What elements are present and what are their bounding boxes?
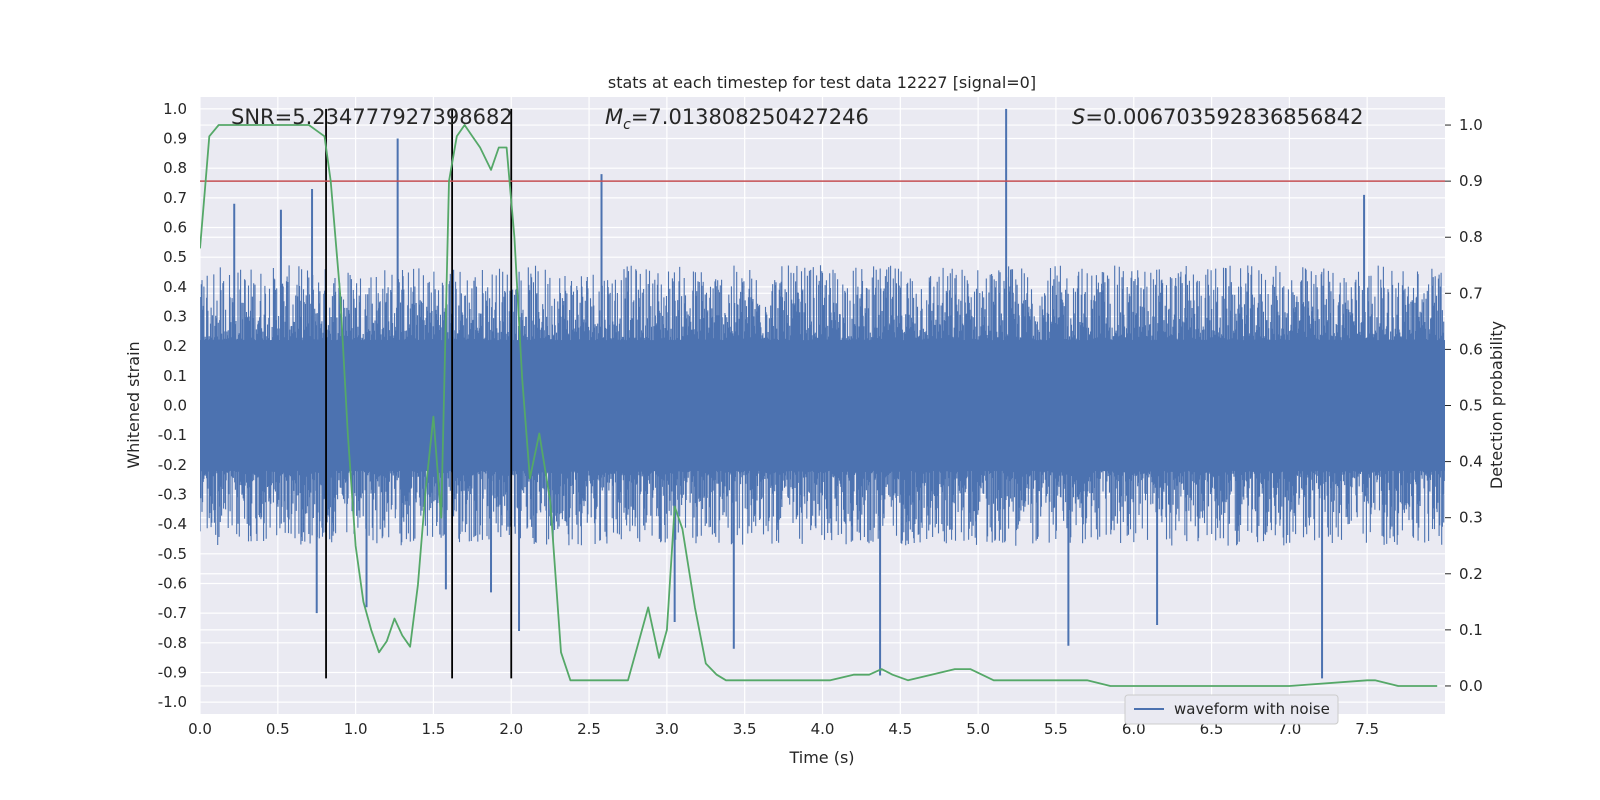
y-tick-label: -0.2 <box>158 456 187 474</box>
y-tick-label: 0.6 <box>163 219 187 237</box>
y-tick-label: 0.5 <box>163 248 187 266</box>
x-tick-label: 3.0 <box>655 720 679 738</box>
y2-axis-label: Detection probability <box>1487 321 1506 489</box>
x-tick-label: 4.0 <box>811 720 835 738</box>
y-tick-label: 1.0 <box>163 100 187 118</box>
waveform-series <box>200 108 1445 679</box>
y-axis-label: Whitened strain <box>124 341 143 468</box>
y-tick-label: -0.5 <box>158 545 187 563</box>
detection-probability-line <box>200 124 1438 687</box>
waveform-core <box>200 340 1445 471</box>
x-tick-label: 1.5 <box>422 720 446 738</box>
y-tick-label: 0.8 <box>163 159 187 177</box>
y-tick-label: -0.3 <box>158 485 187 503</box>
y-tick-label: 0.3 <box>163 308 187 326</box>
y-tick-label: 0.7 <box>163 189 187 207</box>
x-tick-label: 5.5 <box>1044 720 1068 738</box>
y-tick-label: -0.8 <box>158 634 187 652</box>
y2-tick-label: 0.3 <box>1459 509 1483 527</box>
y-tick-label: -0.6 <box>158 574 187 592</box>
x-tick-label: 0.0 <box>188 720 212 738</box>
legend[interactable]: waveform with noise <box>1124 694 1339 725</box>
x-tick-label: 1.0 <box>344 720 368 738</box>
y-tick-label: -0.9 <box>158 663 187 681</box>
y-tick-label: 0.1 <box>163 367 187 385</box>
y2-tick-label: 0.9 <box>1459 172 1483 190</box>
y-tick-label: 0.0 <box>163 397 187 415</box>
y2-tick-label: 0.8 <box>1459 228 1483 246</box>
y-tick-label: -0.4 <box>158 515 187 533</box>
y-tick-label: -1.0 <box>158 693 187 711</box>
y-tick-label: -0.1 <box>158 426 187 444</box>
legend-label: waveform with noise <box>1174 700 1330 718</box>
x-tick-label: 2.0 <box>499 720 523 738</box>
score-annotation: S=0.006703592836856842 <box>1072 105 1363 129</box>
y-tick-label: -0.7 <box>158 604 187 622</box>
x-axis-label: Time (s) <box>788 748 854 767</box>
x-tick-label: 4.5 <box>888 720 912 738</box>
chart-title: stats at each timestep for test data 122… <box>608 73 1036 92</box>
y-tick-label: 0.4 <box>163 278 187 296</box>
y2-tick-label: 0.6 <box>1459 340 1483 358</box>
legend-box <box>1124 694 1339 725</box>
y-tick-label: 0.2 <box>163 337 187 355</box>
y2-tick-label: 0.4 <box>1459 453 1483 471</box>
tick-labels: 0.0 0.5 1.0 1.5 2.0 2.5 3.0 3.5 4.0 4.5 5.0 5.5 6.0 6… <box>158 100 1483 738</box>
y2-tick-label: 0.7 <box>1459 284 1483 302</box>
chirp-mass-annotation: Mc=7.013808250427246 <box>605 105 869 133</box>
probability-series <box>200 124 1438 687</box>
x-tick-label: 0.5 <box>266 720 290 738</box>
y-tick-label: 0.9 <box>163 130 187 148</box>
x-tick-label: 2.5 <box>577 720 601 738</box>
snr-annotation: SNR=5.234777927398682 <box>231 105 513 129</box>
y2-tick-label: 0.5 <box>1459 397 1483 415</box>
x-tick-label: 3.5 <box>733 720 757 738</box>
y2-tick-label: 0.2 <box>1459 565 1483 583</box>
x-tick-label: 7.5 <box>1355 720 1379 738</box>
x-tick-label: 5.0 <box>966 720 990 738</box>
y2-tick-label: 0.0 <box>1459 677 1483 695</box>
y2-tick-label: 1.0 <box>1459 116 1483 134</box>
y2-tick-label: 0.1 <box>1459 621 1483 639</box>
